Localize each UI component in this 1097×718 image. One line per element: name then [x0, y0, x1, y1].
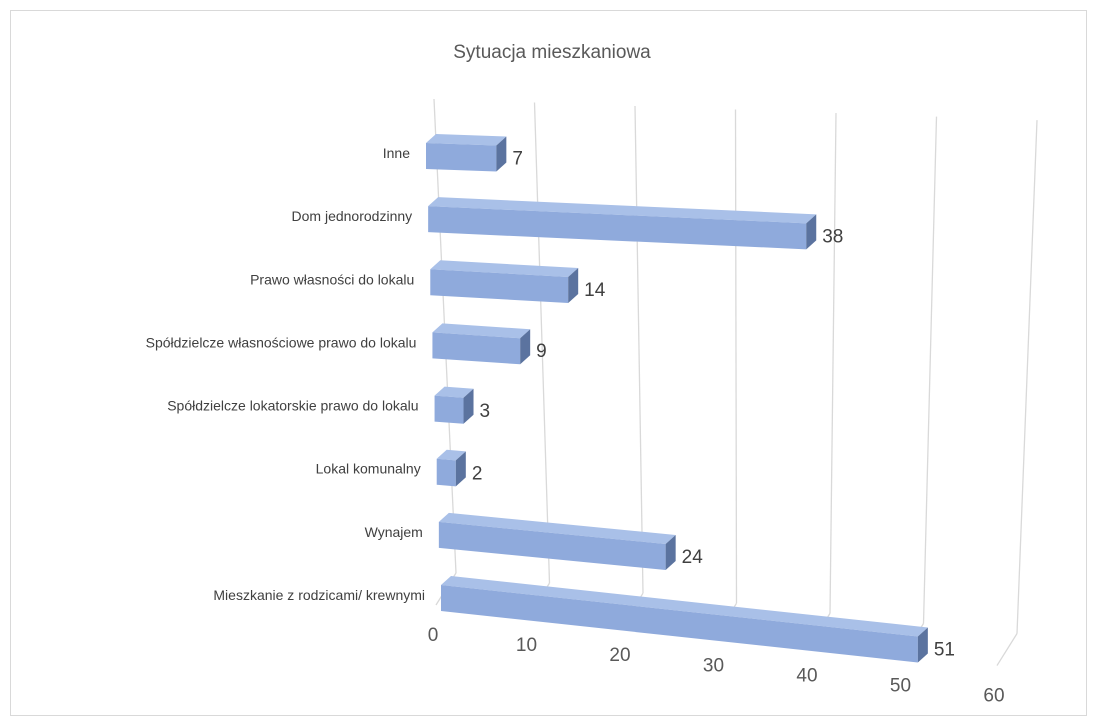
bar-front-face — [428, 206, 807, 250]
gridline — [634, 106, 644, 594]
value-label: 14 — [584, 280, 606, 301]
chart-title: Sytuacja mieszkaniowa — [453, 42, 651, 63]
category-labels: Inne Dom jednorodzinny Prawo własności do … — [146, 145, 425, 603]
bar — [434, 386, 474, 424]
bar — [428, 197, 817, 250]
value-label: 7 — [512, 148, 523, 169]
tick-label: 0 — [428, 625, 439, 646]
bar-top-face — [430, 260, 579, 277]
bar-front-face — [432, 332, 521, 365]
gridline — [533, 102, 551, 584]
value-label: 2 — [472, 463, 483, 484]
tick-label: 40 — [796, 665, 817, 686]
bar-front-face — [430, 269, 569, 303]
gridline — [734, 109, 738, 604]
bar — [432, 323, 531, 365]
gridline — [922, 116, 938, 624]
bar — [426, 134, 507, 172]
bar-chart: Sytuacja mieszkaniowa Inne Dom jednorodzi… — [146, 42, 1038, 707]
category-label: Inne — [383, 145, 410, 161]
bar-end-face — [455, 451, 466, 487]
bar — [438, 512, 676, 570]
bars — [426, 134, 928, 663]
bar-top-face — [441, 576, 928, 637]
tick-label: 30 — [703, 655, 724, 676]
bar-end-face — [520, 329, 531, 365]
value-label: 24 — [682, 547, 704, 568]
chart-area: Sytuacja mieszkaniowa Inne Dom jednorodzi… — [10, 10, 1087, 716]
bar-front-face — [438, 521, 666, 570]
bar-top-face — [436, 449, 466, 461]
value-label: 38 — [822, 226, 843, 247]
category-label: Mieszkanie z rodzicami/ krewnymi — [213, 587, 425, 603]
category-label: Lokal komunalny — [316, 461, 421, 477]
tick-label: 50 — [890, 675, 911, 696]
bar-end-face — [917, 627, 928, 663]
bar-end-face — [463, 388, 474, 424]
gridline — [1016, 120, 1038, 634]
bar-top-face — [438, 512, 676, 544]
value-label: 3 — [480, 401, 491, 422]
category-label: Spółdzielcze lokatorskie prawo do lokalu — [167, 398, 418, 414]
x-axis-tick-labels: 0 10 20 30 40 50 60 — [428, 625, 1005, 707]
bar — [430, 260, 579, 303]
category-label: Spółdzielcze własnościowe prawo do lokal… — [146, 334, 417, 350]
tick-label: 60 — [983, 686, 1004, 707]
bar-top-face — [432, 323, 531, 339]
bar-front-face — [426, 143, 497, 172]
bar-end-face — [568, 267, 579, 303]
gridline — [829, 113, 837, 614]
value-label: 9 — [536, 341, 547, 362]
gridlines — [433, 98, 1038, 666]
bar-front-face — [436, 458, 456, 487]
bar-front-face — [434, 395, 464, 424]
bar-top-face — [426, 134, 507, 146]
gridline-floor — [996, 633, 1018, 666]
value-labels: 7 38 14 9 3 2 24 51 — [472, 148, 955, 660]
bar — [441, 576, 928, 663]
bar-end-face — [806, 214, 817, 250]
value-label: 51 — [934, 639, 955, 660]
category-label: Wynajem — [365, 524, 423, 540]
bar-end-face — [496, 136, 507, 172]
bar-front-face — [441, 585, 918, 663]
category-label: Prawo własności do lokalu — [250, 271, 414, 287]
bar-top-face — [428, 197, 817, 224]
tick-label: 20 — [609, 645, 630, 666]
tick-label: 10 — [516, 635, 537, 656]
bar-end-face — [665, 534, 676, 570]
category-label: Dom jednorodzinny — [292, 208, 413, 224]
bar-top-face — [434, 386, 474, 398]
bar — [436, 449, 466, 487]
